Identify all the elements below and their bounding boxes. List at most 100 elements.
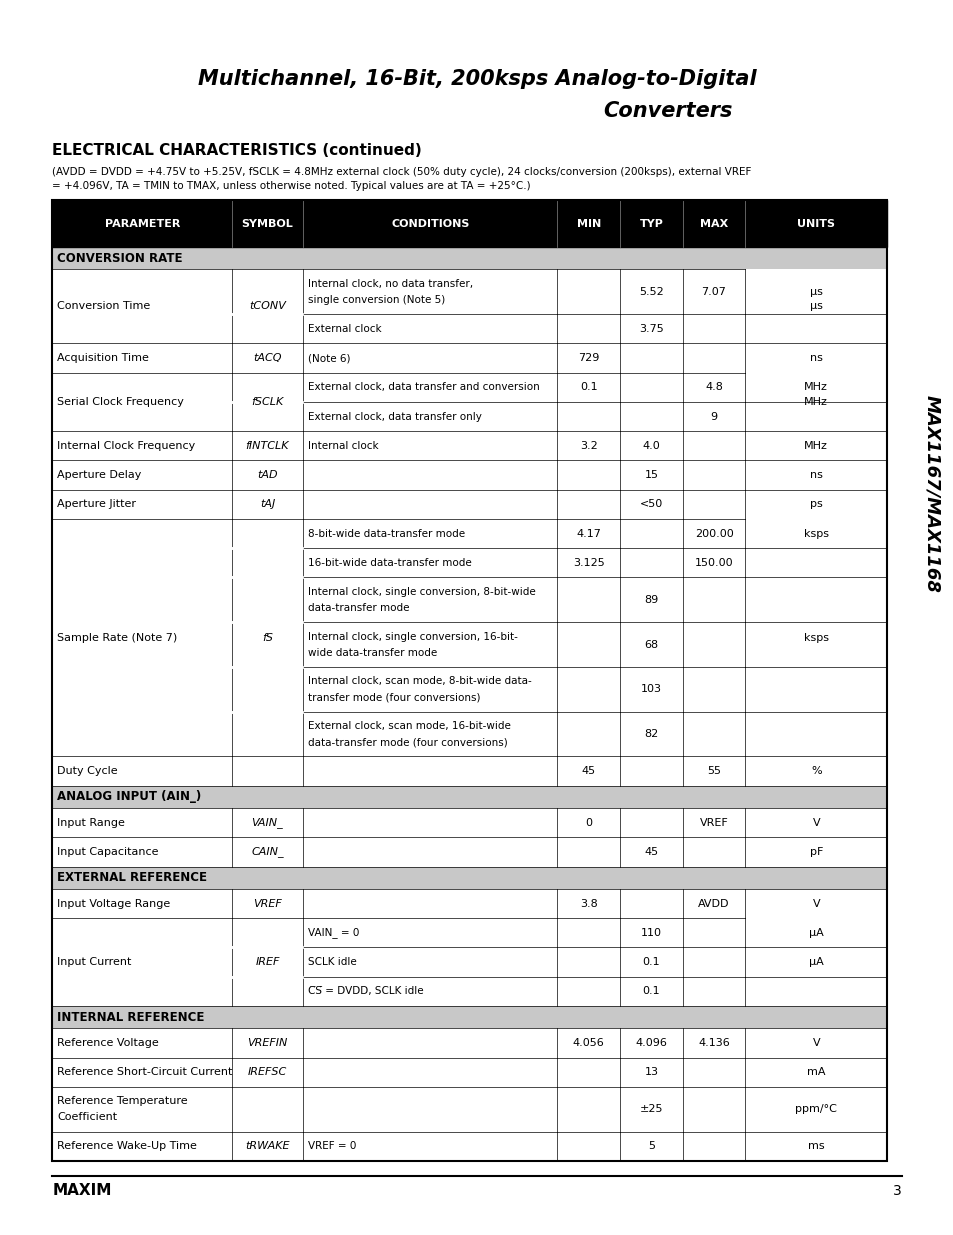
Text: 103: 103 [640, 684, 661, 694]
Text: Internal clock, scan mode, 8-bit-wide data-: Internal clock, scan mode, 8-bit-wide da… [307, 677, 531, 687]
Text: Reference Voltage: Reference Voltage [57, 1037, 159, 1049]
Text: CONVERSION RATE: CONVERSION RATE [57, 252, 183, 264]
Text: 3.75: 3.75 [639, 324, 663, 333]
Text: Aperture Jitter: Aperture Jitter [57, 499, 136, 509]
Text: EXTERNAL REFERENCE: EXTERNAL REFERENCE [57, 871, 207, 884]
Text: Internal clock, single conversion, 16-bit-: Internal clock, single conversion, 16-bi… [307, 631, 517, 641]
Text: IREF: IREF [255, 957, 279, 967]
Text: MAXIM: MAXIM [52, 1183, 112, 1198]
Text: External clock, scan mode, 16-bit-wide: External clock, scan mode, 16-bit-wide [307, 721, 510, 731]
Text: Converters: Converters [602, 101, 732, 121]
Text: transfer mode (four conversions): transfer mode (four conversions) [307, 693, 479, 703]
Text: 3.125: 3.125 [573, 558, 604, 568]
Text: CAIN_: CAIN_ [251, 846, 283, 857]
Text: Aperture Delay: Aperture Delay [57, 471, 141, 480]
Text: %: % [810, 766, 821, 776]
Text: MHz: MHz [803, 396, 827, 406]
Text: MIN: MIN [576, 219, 600, 228]
Text: 5.52: 5.52 [639, 287, 663, 296]
Text: 16-bit-wide data-transfer mode: 16-bit-wide data-transfer mode [307, 558, 471, 568]
Text: 110: 110 [640, 927, 661, 937]
Text: 4.056: 4.056 [573, 1037, 604, 1049]
Text: MAX1167/MAX1168: MAX1167/MAX1168 [923, 395, 940, 593]
Text: 9: 9 [710, 411, 717, 421]
Text: ksps: ksps [803, 529, 828, 538]
Text: AVDD: AVDD [698, 899, 729, 909]
Text: ppm/°C: ppm/°C [795, 1104, 837, 1114]
Text: tAD: tAD [257, 471, 277, 480]
Text: 729: 729 [578, 353, 598, 363]
Text: μA: μA [808, 927, 822, 937]
Text: ANALOG INPUT (AIN_): ANALOG INPUT (AIN_) [57, 790, 201, 804]
Text: μs: μs [809, 301, 821, 311]
Text: tCONV: tCONV [249, 301, 286, 311]
Text: VREF = 0: VREF = 0 [307, 1141, 355, 1151]
Text: 45: 45 [581, 766, 596, 776]
Text: wide data-transfer mode: wide data-transfer mode [307, 647, 436, 657]
Text: tAJ: tAJ [259, 499, 274, 509]
Text: 5: 5 [647, 1141, 654, 1151]
Text: 4.096: 4.096 [635, 1037, 667, 1049]
Text: 4.136: 4.136 [698, 1037, 729, 1049]
Text: C̅S̅ = DVDD, SCLK idle: C̅S̅ = DVDD, SCLK idle [307, 987, 423, 997]
Text: ns: ns [809, 471, 821, 480]
Text: External clock: External clock [307, 324, 381, 333]
Text: ps: ps [809, 499, 821, 509]
Text: Reference Short-Circuit Current: Reference Short-Circuit Current [57, 1067, 233, 1077]
Text: Internal clock: Internal clock [307, 441, 378, 451]
Text: tACQ: tACQ [253, 353, 281, 363]
Text: Internal Clock Frequency: Internal Clock Frequency [57, 441, 195, 451]
Text: data-transfer mode (four conversions): data-transfer mode (four conversions) [307, 737, 507, 747]
Text: fS: fS [262, 632, 273, 642]
Text: 3.2: 3.2 [579, 441, 597, 451]
Text: 4.8: 4.8 [704, 383, 722, 393]
Text: Duty Cycle: Duty Cycle [57, 766, 118, 776]
Text: VAIN_: VAIN_ [252, 818, 283, 829]
Text: V: V [812, 1037, 820, 1049]
Text: 4.17: 4.17 [576, 529, 600, 538]
Text: (Note 6): (Note 6) [307, 353, 350, 363]
Text: μA: μA [808, 957, 822, 967]
Text: Internal clock, no data transfer,: Internal clock, no data transfer, [307, 279, 473, 289]
Text: 150.00: 150.00 [694, 558, 733, 568]
Text: VREFIN: VREFIN [247, 1037, 287, 1049]
Text: data-transfer mode: data-transfer mode [307, 603, 409, 613]
Text: Internal clock, single conversion, 8-bit-wide: Internal clock, single conversion, 8-bit… [307, 587, 535, 597]
Text: INTERNAL REFERENCE: INTERNAL REFERENCE [57, 1010, 204, 1024]
Text: single conversion (Note 5): single conversion (Note 5) [307, 295, 444, 305]
Text: MAX: MAX [700, 219, 727, 228]
Text: Serial Clock Frequency: Serial Clock Frequency [57, 396, 184, 406]
Text: <50: <50 [639, 499, 662, 509]
Text: SCLK idle: SCLK idle [307, 957, 356, 967]
Text: 3.8: 3.8 [579, 899, 597, 909]
Text: ±25: ±25 [639, 1104, 662, 1114]
Text: 8-bit-wide data-transfer mode: 8-bit-wide data-transfer mode [307, 529, 464, 538]
Text: Coefficient: Coefficient [57, 1113, 117, 1123]
Text: μs: μs [809, 287, 821, 296]
Text: tRWAKE: tRWAKE [245, 1141, 290, 1151]
Text: 4.0: 4.0 [642, 441, 659, 451]
Text: = +4.096V, TA = TMIN to TMAX, unless otherwise noted. Typical values are at TA =: = +4.096V, TA = TMIN to TMAX, unless oth… [52, 182, 531, 191]
Text: IREFSC: IREFSC [248, 1067, 287, 1077]
Text: V: V [812, 818, 820, 827]
Text: Input Voltage Range: Input Voltage Range [57, 899, 171, 909]
Text: PARAMETER: PARAMETER [105, 219, 180, 228]
Text: 0.1: 0.1 [642, 957, 659, 967]
Text: 0.1: 0.1 [642, 987, 659, 997]
Text: VREF: VREF [253, 899, 281, 909]
Text: VAIN_ = 0: VAIN_ = 0 [307, 927, 358, 939]
Text: 55: 55 [706, 766, 720, 776]
Text: 89: 89 [643, 595, 658, 605]
Text: 0: 0 [585, 818, 592, 827]
Text: 0.1: 0.1 [579, 383, 597, 393]
Text: Acquisition Time: Acquisition Time [57, 353, 149, 363]
Text: MHz: MHz [803, 383, 827, 393]
Text: (AVDD = DVDD = +4.75V to +5.25V, fSCLK = 4.8MHz external clock (50% duty cycle),: (AVDD = DVDD = +4.75V to +5.25V, fSCLK =… [52, 167, 751, 177]
Text: Input Capacitance: Input Capacitance [57, 847, 158, 857]
Text: 45: 45 [643, 847, 658, 857]
Text: ELECTRICAL CHARACTERISTICS (continued): ELECTRICAL CHARACTERISTICS (continued) [52, 143, 422, 158]
Text: ns: ns [809, 353, 821, 363]
Text: Input Current: Input Current [57, 957, 132, 967]
Text: Input Range: Input Range [57, 818, 125, 827]
Text: pF: pF [809, 847, 822, 857]
